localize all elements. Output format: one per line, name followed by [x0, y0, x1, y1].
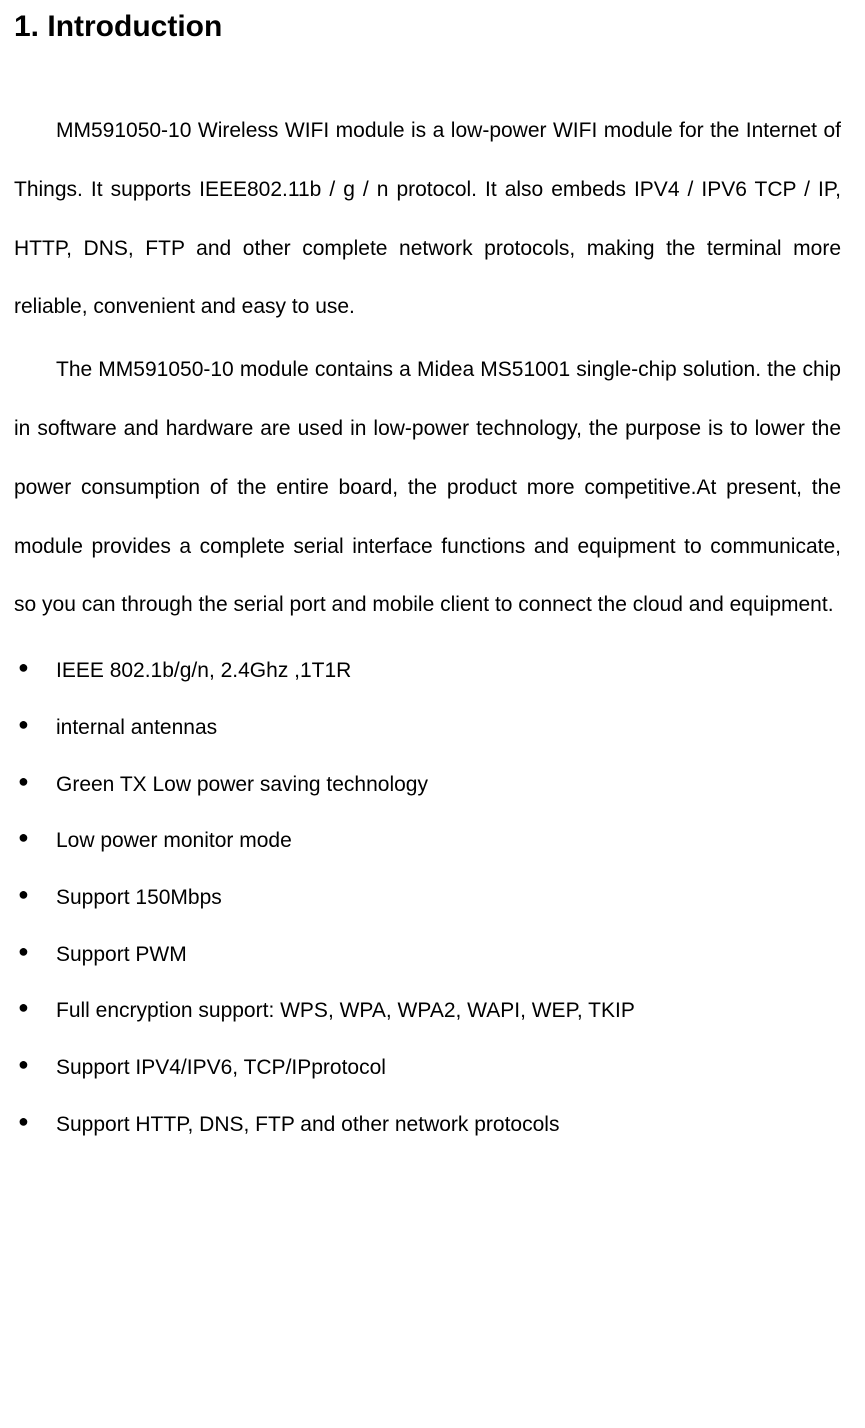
list-item: Support PWM [18, 927, 841, 984]
intro-paragraph-1: MM591050-10 Wireless WIFI module is a lo… [14, 102, 841, 337]
feature-list: IEEE 802.1b/g/n, 2.4Ghz ,1T1R internal a… [14, 643, 841, 1153]
list-item: Support 150Mbps [18, 870, 841, 927]
section-heading: 1. Introduction [14, 10, 841, 44]
list-item: Green TX Low power saving technology [18, 757, 841, 814]
list-item: IEEE 802.1b/g/n, 2.4Ghz ,1T1R [18, 643, 841, 700]
list-item: internal antennas [18, 700, 841, 757]
list-item: Low power monitor mode [18, 813, 841, 870]
list-item: Support IPV4/IPV6, TCP/IPprotocol [18, 1040, 841, 1097]
list-item: Full encryption support: WPS, WPA, WPA2,… [18, 983, 841, 1040]
intro-paragraph-2: The MM591050-10 module contains a Midea … [14, 341, 841, 635]
list-item: Support HTTP, DNS, FTP and other network… [18, 1097, 841, 1154]
